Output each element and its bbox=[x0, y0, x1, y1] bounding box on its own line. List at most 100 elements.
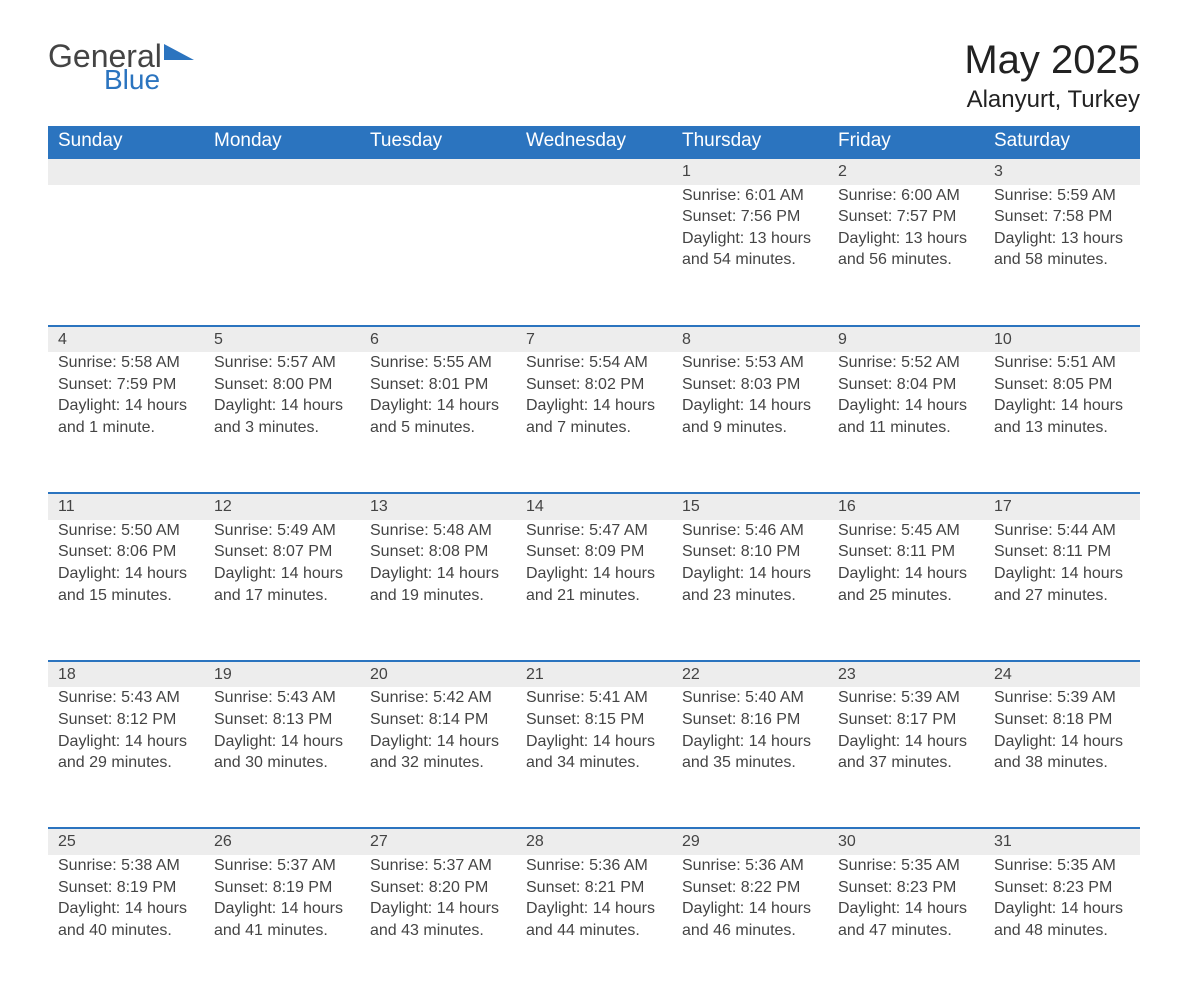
calendar-day-info: Sunrise: 5:36 AMSunset: 8:21 PMDaylight:… bbox=[516, 855, 672, 995]
calendar-dl2: and 43 minutes. bbox=[370, 920, 506, 942]
calendar-day-number: 20 bbox=[360, 660, 516, 688]
weekday-header: Monday bbox=[204, 126, 360, 157]
calendar-day-number: 14 bbox=[516, 492, 672, 520]
weekday-header: Tuesday bbox=[360, 126, 516, 157]
calendar-day-info: Sunrise: 5:43 AMSunset: 8:13 PMDaylight:… bbox=[204, 687, 360, 827]
calendar-sunrise: Sunrise: 5:39 AM bbox=[838, 687, 974, 709]
calendar-dl1: Daylight: 14 hours bbox=[214, 563, 350, 585]
calendar-sunrise: Sunrise: 5:42 AM bbox=[370, 687, 506, 709]
calendar-day-info bbox=[48, 185, 204, 325]
calendar-day-number: 23 bbox=[828, 660, 984, 688]
calendar-info-row: Sunrise: 5:50 AMSunset: 8:06 PMDaylight:… bbox=[48, 520, 1140, 660]
calendar-dl2: and 29 minutes. bbox=[58, 752, 194, 774]
calendar-day-info: Sunrise: 5:51 AMSunset: 8:05 PMDaylight:… bbox=[984, 352, 1140, 492]
calendar-sunset: Sunset: 8:23 PM bbox=[994, 877, 1130, 899]
calendar-sunset: Sunset: 8:23 PM bbox=[838, 877, 974, 899]
calendar-dl2: and 35 minutes. bbox=[682, 752, 818, 774]
calendar-day-number: 2 bbox=[828, 157, 984, 185]
calendar-day-number: 21 bbox=[516, 660, 672, 688]
calendar-dl1: Daylight: 14 hours bbox=[838, 731, 974, 753]
calendar-dl1: Daylight: 14 hours bbox=[682, 731, 818, 753]
calendar-dl2: and 40 minutes. bbox=[58, 920, 194, 942]
calendar-dl2: and 54 minutes. bbox=[682, 249, 818, 271]
calendar-day-number: 25 bbox=[48, 827, 204, 855]
calendar-day-info: Sunrise: 5:35 AMSunset: 8:23 PMDaylight:… bbox=[828, 855, 984, 995]
calendar-dl1: Daylight: 14 hours bbox=[838, 898, 974, 920]
calendar-day-info: Sunrise: 5:38 AMSunset: 8:19 PMDaylight:… bbox=[48, 855, 204, 995]
calendar-day-info: Sunrise: 5:48 AMSunset: 8:08 PMDaylight:… bbox=[360, 520, 516, 660]
calendar-day-number: 26 bbox=[204, 827, 360, 855]
calendar-body: 123Sunrise: 6:01 AMSunset: 7:56 PMDaylig… bbox=[48, 157, 1140, 995]
calendar-dl1: Daylight: 14 hours bbox=[370, 563, 506, 585]
calendar-day-number: 4 bbox=[48, 325, 204, 353]
weekday-header: Friday bbox=[828, 126, 984, 157]
calendar-sunrise: Sunrise: 5:43 AM bbox=[58, 687, 194, 709]
calendar-day-info: Sunrise: 5:45 AMSunset: 8:11 PMDaylight:… bbox=[828, 520, 984, 660]
calendar-daynum-row: 123 bbox=[48, 157, 1140, 185]
calendar-sunrise: Sunrise: 5:46 AM bbox=[682, 520, 818, 542]
calendar-day-number: 15 bbox=[672, 492, 828, 520]
calendar-daynum-row: 25262728293031 bbox=[48, 827, 1140, 855]
calendar-info-row: Sunrise: 5:38 AMSunset: 8:19 PMDaylight:… bbox=[48, 855, 1140, 995]
calendar-sunset: Sunset: 8:18 PM bbox=[994, 709, 1130, 731]
calendar-dl2: and 15 minutes. bbox=[58, 585, 194, 607]
calendar-sunset: Sunset: 8:05 PM bbox=[994, 374, 1130, 396]
calendar-info-row: Sunrise: 6:01 AMSunset: 7:56 PMDaylight:… bbox=[48, 185, 1140, 325]
weekday-header: Saturday bbox=[984, 126, 1140, 157]
calendar-dl2: and 19 minutes. bbox=[370, 585, 506, 607]
calendar-day-number: 27 bbox=[360, 827, 516, 855]
calendar-day-info bbox=[360, 185, 516, 325]
calendar-sunset: Sunset: 8:19 PM bbox=[58, 877, 194, 899]
calendar-dl1: Daylight: 14 hours bbox=[526, 395, 662, 417]
calendar-day-number bbox=[204, 157, 360, 185]
calendar-day-number: 22 bbox=[672, 660, 828, 688]
calendar-day-info: Sunrise: 5:37 AMSunset: 8:19 PMDaylight:… bbox=[204, 855, 360, 995]
calendar-sunrise: Sunrise: 5:40 AM bbox=[682, 687, 818, 709]
calendar-sunset: Sunset: 8:03 PM bbox=[682, 374, 818, 396]
weekday-header: Wednesday bbox=[516, 126, 672, 157]
calendar-dl1: Daylight: 14 hours bbox=[994, 731, 1130, 753]
calendar-day-number: 10 bbox=[984, 325, 1140, 353]
calendar-day-number: 28 bbox=[516, 827, 672, 855]
calendar-day-number: 31 bbox=[984, 827, 1140, 855]
calendar-dl2: and 25 minutes. bbox=[838, 585, 974, 607]
calendar-dl1: Daylight: 14 hours bbox=[682, 898, 818, 920]
calendar-day-number: 29 bbox=[672, 827, 828, 855]
calendar-day-number: 9 bbox=[828, 325, 984, 353]
calendar-sunrise: Sunrise: 5:52 AM bbox=[838, 352, 974, 374]
calendar-day-info: Sunrise: 5:37 AMSunset: 8:20 PMDaylight:… bbox=[360, 855, 516, 995]
calendar-sunset: Sunset: 8:22 PM bbox=[682, 877, 818, 899]
logo-word-blue: Blue bbox=[104, 66, 194, 94]
title-block: May 2025 Alanyurt, Turkey bbox=[964, 40, 1140, 114]
calendar-sunrise: Sunrise: 5:55 AM bbox=[370, 352, 506, 374]
calendar-day-info: Sunrise: 5:55 AMSunset: 8:01 PMDaylight:… bbox=[360, 352, 516, 492]
calendar-dl2: and 48 minutes. bbox=[994, 920, 1130, 942]
calendar-day-number bbox=[516, 157, 672, 185]
calendar-sunset: Sunset: 8:20 PM bbox=[370, 877, 506, 899]
calendar-sunset: Sunset: 8:13 PM bbox=[214, 709, 350, 731]
calendar-sunrise: Sunrise: 5:35 AM bbox=[994, 855, 1130, 877]
calendar-dl1: Daylight: 14 hours bbox=[526, 563, 662, 585]
calendar-sunrise: Sunrise: 6:00 AM bbox=[838, 185, 974, 207]
calendar-day-number: 6 bbox=[360, 325, 516, 353]
calendar-sunrise: Sunrise: 5:37 AM bbox=[214, 855, 350, 877]
calendar-day-info: Sunrise: 5:39 AMSunset: 8:18 PMDaylight:… bbox=[984, 687, 1140, 827]
calendar-sunrise: Sunrise: 5:44 AM bbox=[994, 520, 1130, 542]
calendar-dl2: and 47 minutes. bbox=[838, 920, 974, 942]
calendar-day-number: 24 bbox=[984, 660, 1140, 688]
calendar-sunrise: Sunrise: 5:35 AM bbox=[838, 855, 974, 877]
calendar-sunrise: Sunrise: 5:51 AM bbox=[994, 352, 1130, 374]
calendar-dl2: and 37 minutes. bbox=[838, 752, 974, 774]
calendar-sunset: Sunset: 7:59 PM bbox=[58, 374, 194, 396]
calendar-sunset: Sunset: 8:02 PM bbox=[526, 374, 662, 396]
calendar-dl1: Daylight: 14 hours bbox=[526, 898, 662, 920]
calendar-dl2: and 38 minutes. bbox=[994, 752, 1130, 774]
calendar-header-row: Sunday Monday Tuesday Wednesday Thursday… bbox=[48, 126, 1140, 157]
calendar-dl1: Daylight: 14 hours bbox=[214, 898, 350, 920]
calendar-day-info: Sunrise: 5:35 AMSunset: 8:23 PMDaylight:… bbox=[984, 855, 1140, 995]
calendar-dl1: Daylight: 14 hours bbox=[838, 395, 974, 417]
calendar-dl2: and 9 minutes. bbox=[682, 417, 818, 439]
calendar-dl2: and 46 minutes. bbox=[682, 920, 818, 942]
calendar-dl2: and 41 minutes. bbox=[214, 920, 350, 942]
calendar-dl1: Daylight: 14 hours bbox=[58, 395, 194, 417]
